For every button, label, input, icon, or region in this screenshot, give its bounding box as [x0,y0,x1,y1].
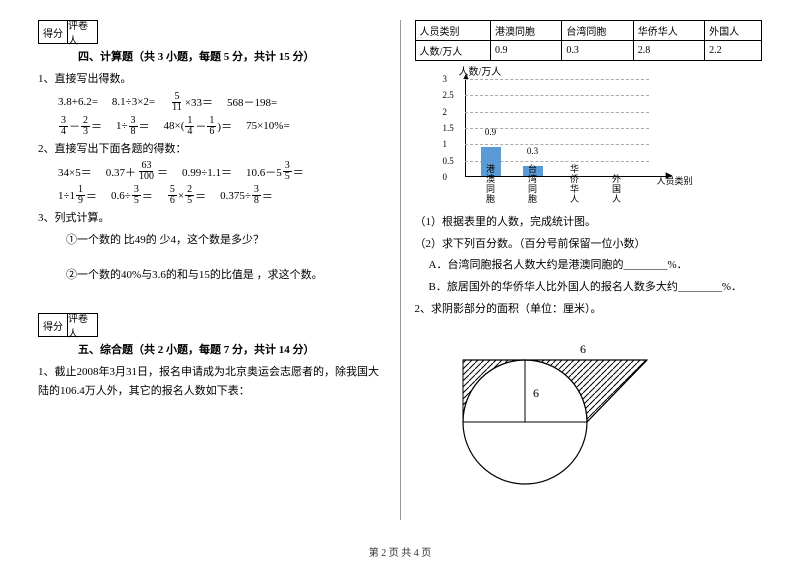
expr: 0.375÷ 38 ＝ [220,185,273,206]
s5-q1: 1、截止2008年3月31日，报名申请成为北京奥运会志愿者的，除我国大陆的106… [38,363,386,400]
expr: 8.1÷3×2= [112,92,155,113]
expr: 10.6－5 35 ＝ [246,161,304,182]
table-header: 人员类别 [415,21,490,41]
y-axis [465,75,466,177]
y-tick-label: 0.5 [443,156,454,166]
table-header: 华侨华人 [633,21,704,41]
x-axis-title: 人员类别 [656,174,692,187]
expr: 568－198= [227,92,277,113]
table-cell: 2.2 [705,41,762,61]
x-tick-label: 华侨华人 [565,165,585,205]
table-header: 外国人 [705,21,762,41]
expr: 511 ×33＝ [169,92,213,113]
expr: 34 － 23 ＝ [58,116,102,137]
table-header: 港澳同胞 [490,21,561,41]
x-tick-label: 港澳同胞 [481,165,501,205]
grid-line [465,79,649,80]
y-tick-label: 3 [443,74,448,84]
fraction: 19 [76,185,85,206]
data-table: 人员类别 港澳同胞 台湾同胞 华侨华人 外国人 人数/万人 0.9 0.3 2.… [415,20,763,61]
right-column: 人员类别 港澳同胞 台湾同胞 华侨华人 外国人 人数/万人 0.9 0.3 2.… [401,20,771,520]
score-cell-right: 评卷人 [68,20,98,44]
fraction: 35 [283,161,292,182]
bar-value-label: 0.9 [485,127,496,137]
section4-title: 四、计算题（共 3 小题，每题 5 分，共计 15 分） [78,48,386,64]
grid-line [465,144,649,145]
page-footer: 第 2 页 共 4 页 [0,544,800,559]
fraction: 34 [59,116,68,137]
table-cell: 2.8 [633,41,704,61]
expr: 0.99÷1.1＝ [182,161,232,182]
expr: 48×( 14 － 16 )＝ [164,116,233,137]
y-tick-label: 2.5 [443,90,454,100]
geo-top-label: 6 [580,342,586,356]
expr: 75×10%= [246,116,290,137]
page: 得分 评卷人 四、计算题（共 3 小题，每题 5 分，共计 15 分） 1、直接… [0,0,800,530]
subB: B．旅居国外的华侨华人比外国人的报名人数多大约________%． [415,278,763,297]
fraction: 14 [185,116,194,137]
q3b: ②一个数的40%与3.6的和与15的比值是 ，求这个数。 [38,266,386,285]
q2-row2: 1÷1 19 ＝ 0.6÷ 35 ＝ 56 × 25 ＝ 0.375÷ 38 ＝ [38,185,386,206]
y-tick-label: 2 [443,107,448,117]
expr: 0.37＋ 63100 ＝ [106,161,168,182]
fraction: 56 [168,185,177,206]
q2-stem: 2、直接写出下面各题的得数： [38,140,386,159]
fraction: 16 [207,116,216,137]
bar-value-label: 0.3 [527,146,538,156]
expr: 1÷1 19 ＝ [58,185,97,206]
score-cell-right: 评卷人 [68,313,98,337]
q2-row1: 34×5＝ 0.37＋ 63100 ＝ 0.99÷1.1＝ 10.6－5 35 … [38,161,386,182]
s5-q2: 2、求阴影部分的面积（单位：厘米）。 [415,300,763,319]
expr: 0.6÷ 35 ＝ [111,185,153,206]
grid-line [465,112,649,113]
subA: A．台湾同胞报名人数大约是港澳同胞的________%． [415,256,763,275]
fraction: 38 [129,116,138,137]
q1-row2: 34 － 23 ＝ 1÷ 38 ＝ 48×( 14 － 16 )＝ 75×10%… [38,116,386,137]
y-tick-label: 1.5 [443,123,454,133]
score-cell-left: 得分 [38,313,68,337]
q1-row1: 3.8+6.2= 8.1÷3×2= 511 ×33＝ 568－198= [38,92,386,113]
table-cell: 人数/万人 [415,41,490,61]
geo-radius-label: 6 [533,386,539,400]
score-box: 得分 评卷人 [38,20,386,44]
fraction: 23 [81,116,90,137]
fraction: 63100 [137,161,156,182]
fraction: 38 [252,185,261,206]
q3a: ①一个数的 比49的 少4，这个数是多少？ [38,231,386,250]
q1-stem: 1、直接写出得数。 [38,70,386,89]
left-column: 得分 评卷人 四、计算题（共 3 小题，每题 5 分，共计 15 分） 1、直接… [30,20,401,520]
fraction: 35 [132,185,141,206]
q3-stem: 3、列式计算。 [38,209,386,228]
expr: 56 × 25 ＝ [167,185,206,206]
score-cell-left: 得分 [38,20,68,44]
fraction: 511 [170,92,184,113]
expr: 34×5＝ [58,161,92,182]
x-tick-label: 外国人 [607,175,627,205]
section5-title: 五、综合题（共 2 小题，每题 7 分，共计 14 分） [78,341,386,357]
bar-chart: 人数/万人 ▲ ▶ 人员类别 00.511.522.530.9港澳同胞0.3台湾… [439,67,679,207]
fraction: 25 [185,185,194,206]
y-tick-label: 0 [443,172,448,182]
table-cell: 0.9 [490,41,561,61]
expr: 3.8+6.2= [58,92,98,113]
y-tick-label: 1 [443,139,448,149]
geometry-figure: 6 6 [415,327,675,497]
table-cell: 0.3 [562,41,633,61]
score-box-2: 得分 评卷人 [38,313,386,337]
table-row: 人员类别 港澳同胞 台湾同胞 华侨华人 外国人 [415,21,762,41]
table-row: 人数/万人 0.9 0.3 2.8 2.2 [415,41,762,61]
table-header: 台湾同胞 [562,21,633,41]
sub2: （2）求下列百分数。（百分号前保留一位小数） [415,235,763,254]
x-tick-label: 台湾同胞 [523,165,543,205]
expr: 1÷ 38 ＝ [116,116,150,137]
sub1: （1）根据表里的人数，完成统计图。 [415,213,763,232]
grid-line [465,95,649,96]
